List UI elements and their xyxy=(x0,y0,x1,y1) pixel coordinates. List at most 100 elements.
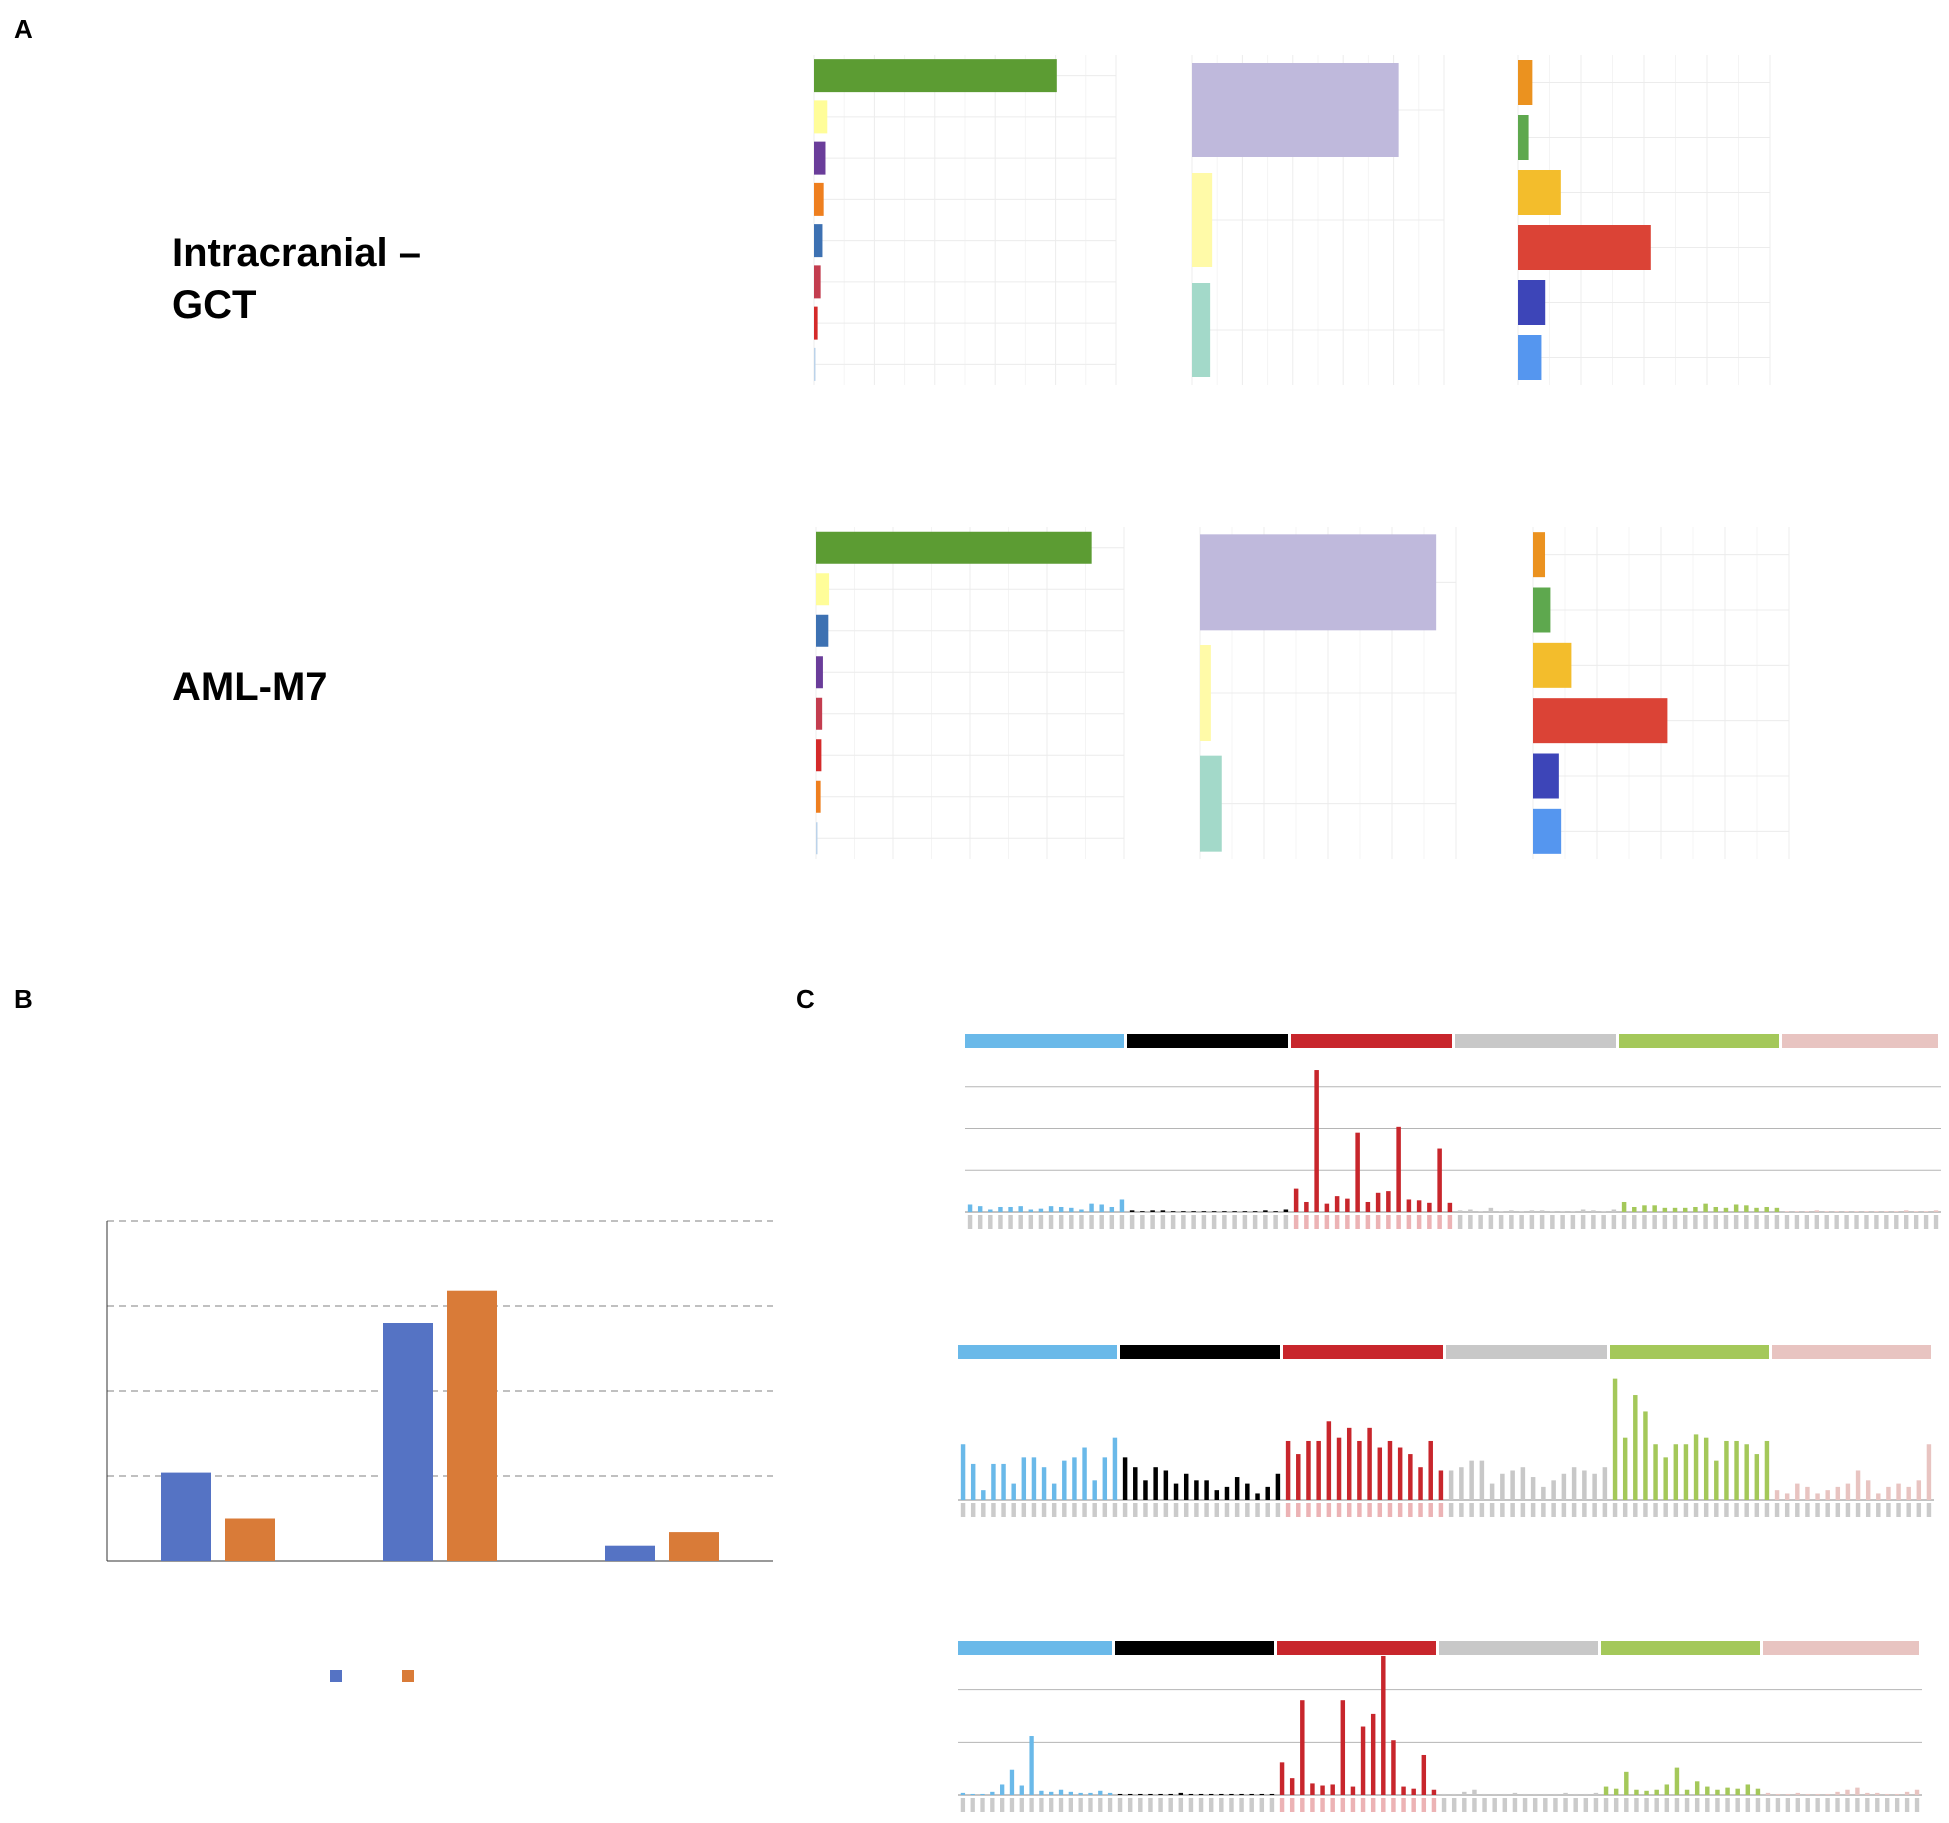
profile-bar xyxy=(1289,1778,1295,1795)
context-tick xyxy=(1263,1215,1268,1229)
context-tick xyxy=(1765,1798,1771,1812)
context-tick xyxy=(1102,1503,1108,1517)
context-tick xyxy=(1805,1503,1810,1517)
context-tick xyxy=(1289,1798,1295,1812)
context-tick xyxy=(1529,1215,1535,1229)
context-tick xyxy=(1143,1503,1148,1517)
context-tick xyxy=(1457,1215,1463,1229)
context-tick xyxy=(1259,1798,1265,1812)
profile-bar xyxy=(1428,1440,1433,1500)
profile-bar xyxy=(1028,1209,1034,1212)
band-c-to-g xyxy=(1120,1345,1280,1359)
context-tick xyxy=(1845,1798,1850,1812)
profile-bar xyxy=(1479,1460,1485,1500)
context-tick xyxy=(1428,1503,1433,1517)
context-tick xyxy=(1472,1798,1477,1812)
context-tick xyxy=(1754,1503,1760,1517)
profile-bar xyxy=(977,1206,983,1212)
context-tick xyxy=(1340,1798,1346,1812)
context-tick xyxy=(1815,1503,1820,1517)
context-tick xyxy=(1834,1215,1839,1229)
profile-bar xyxy=(1553,1793,1558,1795)
profile-bar xyxy=(1510,1470,1515,1500)
context-tick xyxy=(1451,1798,1457,1812)
context-tick xyxy=(1191,1215,1196,1229)
context-tick xyxy=(1550,1215,1555,1229)
profile-bar xyxy=(1283,1209,1289,1212)
context-tick xyxy=(1208,1798,1214,1812)
profile-bar xyxy=(1744,1205,1749,1212)
context-tick xyxy=(1923,1215,1929,1229)
profile-bar xyxy=(1733,1204,1739,1212)
context-tick xyxy=(1188,1798,1194,1812)
context-tick xyxy=(1478,1215,1483,1229)
profile-bar xyxy=(1018,1206,1023,1212)
context-tick xyxy=(970,1798,975,1812)
context-tick xyxy=(1088,1798,1093,1812)
context-tick xyxy=(1904,1215,1909,1229)
context-tick xyxy=(1885,1798,1890,1812)
context-tick xyxy=(960,1798,966,1812)
profile-bar xyxy=(1489,1483,1495,1500)
context-tick xyxy=(1845,1503,1851,1517)
profile-bar xyxy=(1703,1203,1708,1212)
context-tick xyxy=(1300,1798,1305,1812)
profile-bar xyxy=(1855,1787,1860,1795)
context-tick xyxy=(1181,1215,1186,1229)
context-tick xyxy=(1553,1798,1558,1812)
profile-bar xyxy=(1089,1203,1094,1212)
context-tick xyxy=(1510,1503,1515,1517)
profile-bar xyxy=(1522,1793,1528,1795)
profile-bar xyxy=(1784,1211,1790,1212)
profile-bar xyxy=(1350,1786,1356,1795)
profile-bar xyxy=(1406,1199,1412,1212)
profile-bar xyxy=(1133,1467,1138,1500)
profile-bar xyxy=(1874,1211,1879,1212)
context-tick xyxy=(1401,1798,1406,1812)
bar-aml-cosmic-signature5 xyxy=(161,1472,211,1561)
legend-swatch-aml xyxy=(330,1670,342,1682)
bar-nonstop-mutation xyxy=(814,347,816,381)
profile-bar xyxy=(1360,1726,1366,1795)
profile-bar xyxy=(960,1792,966,1795)
profile-bar xyxy=(1029,1736,1034,1795)
profile-bar xyxy=(1249,1793,1254,1795)
profile-bar xyxy=(1049,1791,1054,1795)
panel-letter-a: A xyxy=(14,14,33,44)
context-tick xyxy=(970,1503,976,1517)
context-tick xyxy=(1865,1798,1870,1812)
profile-bar xyxy=(1865,1480,1871,1500)
context-tick xyxy=(1427,1215,1432,1229)
profile-bar xyxy=(1896,1483,1901,1500)
context-tick xyxy=(1744,1215,1749,1229)
band-c-to-g xyxy=(1127,1034,1288,1048)
context-tick xyxy=(1211,1215,1217,1229)
context-tick xyxy=(1896,1503,1901,1517)
profile-bar xyxy=(1208,1793,1214,1795)
context-tick xyxy=(1387,1503,1393,1517)
context-tick xyxy=(1283,1215,1289,1229)
bar-frame-shift-del xyxy=(816,614,829,647)
context-tick xyxy=(1285,1503,1291,1517)
context-tick xyxy=(1201,1215,1207,1229)
profile-bar xyxy=(1326,1421,1332,1500)
context-tick xyxy=(1021,1503,1027,1517)
bar-aml-cosmic-signature6 xyxy=(605,1545,655,1561)
profile-bar xyxy=(1072,1457,1077,1500)
profile-bar xyxy=(1815,1493,1820,1500)
profile-bar xyxy=(981,1490,986,1500)
context-tick xyxy=(1119,1215,1125,1229)
profile-bar xyxy=(1502,1793,1508,1795)
profile-bar xyxy=(1563,1792,1568,1795)
profile-bar xyxy=(1119,1199,1125,1212)
context-tick xyxy=(1492,1798,1497,1812)
context-tick xyxy=(1502,1798,1508,1812)
profile-bar xyxy=(1039,1790,1044,1795)
profile-bar xyxy=(980,1793,985,1795)
profile-bar xyxy=(1551,1480,1556,1500)
context-tick xyxy=(1662,1215,1668,1229)
context-tick xyxy=(1764,1503,1770,1517)
context-tick xyxy=(1754,1215,1759,1229)
band-t-to-g xyxy=(1782,1034,1938,1048)
context-tick xyxy=(1642,1215,1647,1229)
